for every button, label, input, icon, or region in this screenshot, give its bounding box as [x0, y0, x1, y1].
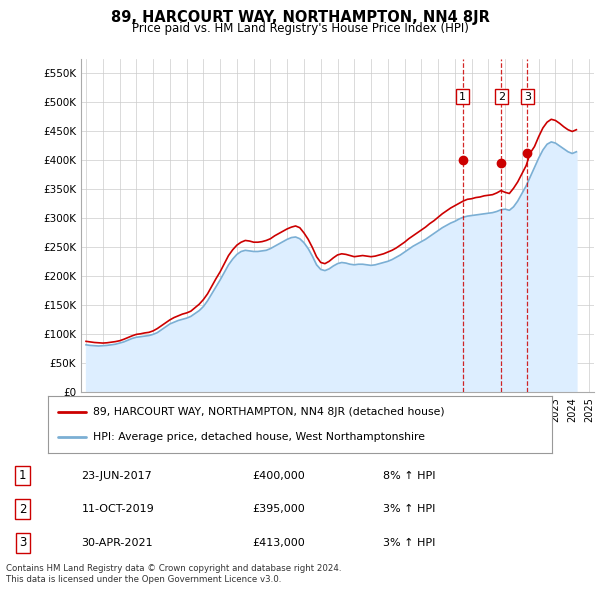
- Text: 2: 2: [19, 503, 26, 516]
- Text: £395,000: £395,000: [253, 504, 305, 514]
- Text: 1: 1: [19, 469, 26, 482]
- Text: Contains HM Land Registry data © Crown copyright and database right 2024.: Contains HM Land Registry data © Crown c…: [6, 564, 341, 573]
- Text: 1: 1: [459, 91, 466, 101]
- Text: £400,000: £400,000: [253, 471, 305, 481]
- Text: 23-JUN-2017: 23-JUN-2017: [82, 471, 152, 481]
- Text: 3% ↑ HPI: 3% ↑ HPI: [383, 537, 435, 548]
- Text: 3: 3: [19, 536, 26, 549]
- Text: This data is licensed under the Open Government Licence v3.0.: This data is licensed under the Open Gov…: [6, 575, 281, 584]
- Text: 2: 2: [498, 91, 505, 101]
- Text: Price paid vs. HM Land Registry's House Price Index (HPI): Price paid vs. HM Land Registry's House …: [131, 22, 469, 35]
- Text: 3% ↑ HPI: 3% ↑ HPI: [383, 504, 435, 514]
- Text: 89, HARCOURT WAY, NORTHAMPTON, NN4 8JR (detached house): 89, HARCOURT WAY, NORTHAMPTON, NN4 8JR (…: [94, 407, 445, 417]
- Text: 30-APR-2021: 30-APR-2021: [82, 537, 153, 548]
- Text: HPI: Average price, detached house, West Northamptonshire: HPI: Average price, detached house, West…: [94, 432, 425, 442]
- Text: 3: 3: [524, 91, 531, 101]
- Text: 8% ↑ HPI: 8% ↑ HPI: [383, 471, 435, 481]
- Text: 89, HARCOURT WAY, NORTHAMPTON, NN4 8JR: 89, HARCOURT WAY, NORTHAMPTON, NN4 8JR: [110, 10, 490, 25]
- Text: £413,000: £413,000: [253, 537, 305, 548]
- Text: 11-OCT-2019: 11-OCT-2019: [82, 504, 154, 514]
